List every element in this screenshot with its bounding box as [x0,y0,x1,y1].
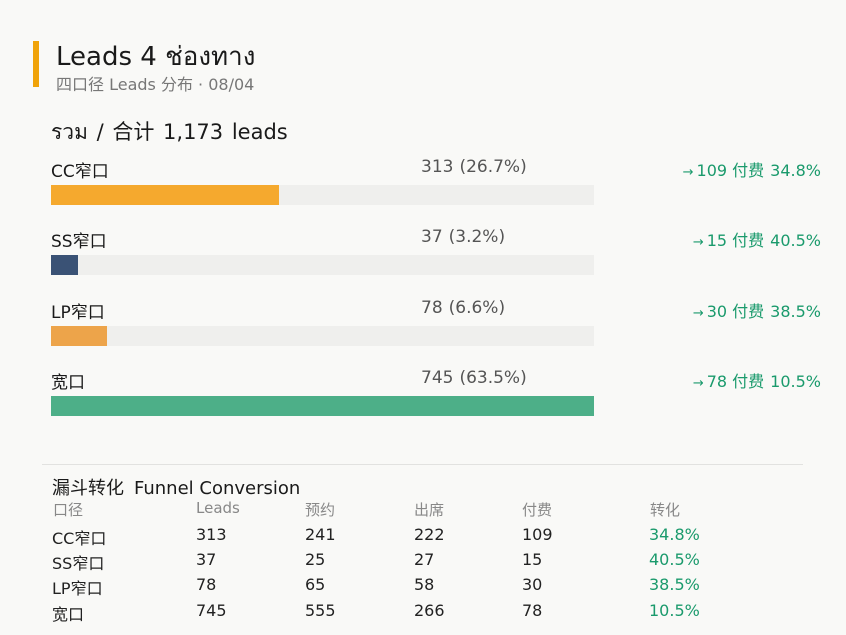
channel-conversion: → 15 付费 40.5% [693,227,821,251]
channel-share-pct: (6.6%) [448,298,506,318]
funnel-cell-channel: CC窄口 [52,529,107,548]
funnel-header-conversion: 转化 [650,501,681,519]
funnel-cell-paid: 15 [522,550,543,569]
total-value: 1,173 [163,120,224,144]
channel-rate: 10.5% [770,372,821,391]
arrow-right-icon: → [692,235,704,250]
total-summary: รวม / 合计 1,173 leads [51,116,288,149]
channel-paid: 15 付费 [706,231,765,250]
funnel-title: 漏斗转化 Funnel Conversion [52,474,300,500]
funnel-title-cn: 漏斗转化 [52,478,124,499]
channel-name: SS窄口 [51,232,107,252]
channel-rate: 40.5% [770,231,821,250]
share-bar-track [51,255,594,275]
funnel-cell-booked: 25 [305,550,326,569]
share-bar-fill [51,326,108,346]
funnel-cell-booked: 241 [305,525,336,544]
channel-paid: 78 付费 [706,372,765,391]
channel-paid: 30 付费 [706,302,765,321]
funnel-cell-channel: LP窄口 [52,579,103,598]
channel-count: 37 (3.2%) [421,227,505,247]
funnel-cell-rate: 34.8% [649,525,700,544]
funnel-cell-rate: 40.5% [649,550,700,569]
channel-count: 313 (26.7%) [421,157,527,177]
channel-share-pct: (3.2%) [448,227,506,247]
page-title: Leads 4 ช่องทาง [56,42,256,72]
channel-row-cc: CC窄口 313 (26.7%) → 109 付费 34.8% [51,157,831,213]
share-bar-fill [51,255,79,275]
title-accent-bar [33,41,39,87]
page-subtitle: 四口径 Leads 分布 · 08/04 [56,75,255,94]
total-unit: leads [231,120,288,144]
channel-conversion: → 109 付费 34.8% [683,157,821,181]
arrow-right-icon: → [692,306,704,321]
funnel-cell-paid: 30 [522,575,543,594]
funnel-title-en: Funnel Conversion [134,478,301,499]
share-bar-track [51,185,594,205]
funnel-cell-leads: 745 [196,601,227,620]
funnel-cell-attended: 222 [414,525,445,544]
channel-conversion: → 78 付费 10.5% [693,368,821,392]
funnel-cell-leads: 37 [196,550,217,569]
section-divider [42,464,803,465]
channel-count: 78 (6.6%) [421,298,505,318]
share-bar-track [51,326,594,346]
total-label: รวม / 合计 [51,120,155,144]
share-bar-fill [51,185,280,205]
arrow-right-icon: → [692,376,704,391]
channel-name: CC窄口 [51,162,109,182]
channel-count-value: 37 [421,227,443,247]
share-bar-fill [51,396,594,416]
funnel-cell-booked: 555 [305,601,336,620]
funnel-cell-rate: 38.5% [649,575,700,594]
funnel-cell-channel: 宽口 [52,605,85,624]
channel-count-value: 78 [421,298,443,318]
channel-row-ss: SS窄口 37 (3.2%) → 15 付费 40.5% [51,227,831,283]
funnel-cell-leads: 78 [196,575,217,594]
channel-conversion: → 30 付费 38.5% [693,298,821,322]
channel-row-wide: 宽口 745 (63.5%) → 78 付费 10.5% [51,368,831,424]
funnel-header-channel: 口径 [53,501,84,519]
channel-paid: 109 付费 [696,161,765,180]
funnel-header-paid: 付费 [522,501,553,519]
funnel-cell-attended: 266 [414,601,445,620]
arrow-right-icon: → [682,165,694,180]
funnel-cell-attended: 27 [414,550,435,569]
funnel-header-leads: Leads [196,499,240,517]
share-bar-track [51,396,594,416]
funnel-cell-rate: 10.5% [649,601,700,620]
channel-rate: 34.8% [770,161,821,180]
channel-count-value: 313 [421,157,454,177]
funnel-cell-paid: 109 [522,525,553,544]
funnel-cell-leads: 313 [196,525,227,544]
channel-name: LP窄口 [51,303,105,323]
funnel-cell-paid: 78 [522,601,543,620]
funnel-cell-booked: 65 [305,575,326,594]
channel-count-value: 745 [421,368,454,388]
funnel-cell-attended: 58 [414,575,435,594]
channel-rate: 38.5% [770,302,821,321]
channel-share-pct: (26.7%) [459,157,527,177]
channel-name: 宽口 [51,373,85,393]
channel-count: 745 (63.5%) [421,368,527,388]
funnel-header-attended: 出席 [414,501,445,519]
funnel-cell-channel: SS窄口 [52,554,105,573]
funnel-header-booked: 预约 [305,501,336,519]
channel-row-lp: LP窄口 78 (6.6%) → 30 付费 38.5% [51,298,831,354]
channel-share-pct: (63.5%) [459,368,527,388]
